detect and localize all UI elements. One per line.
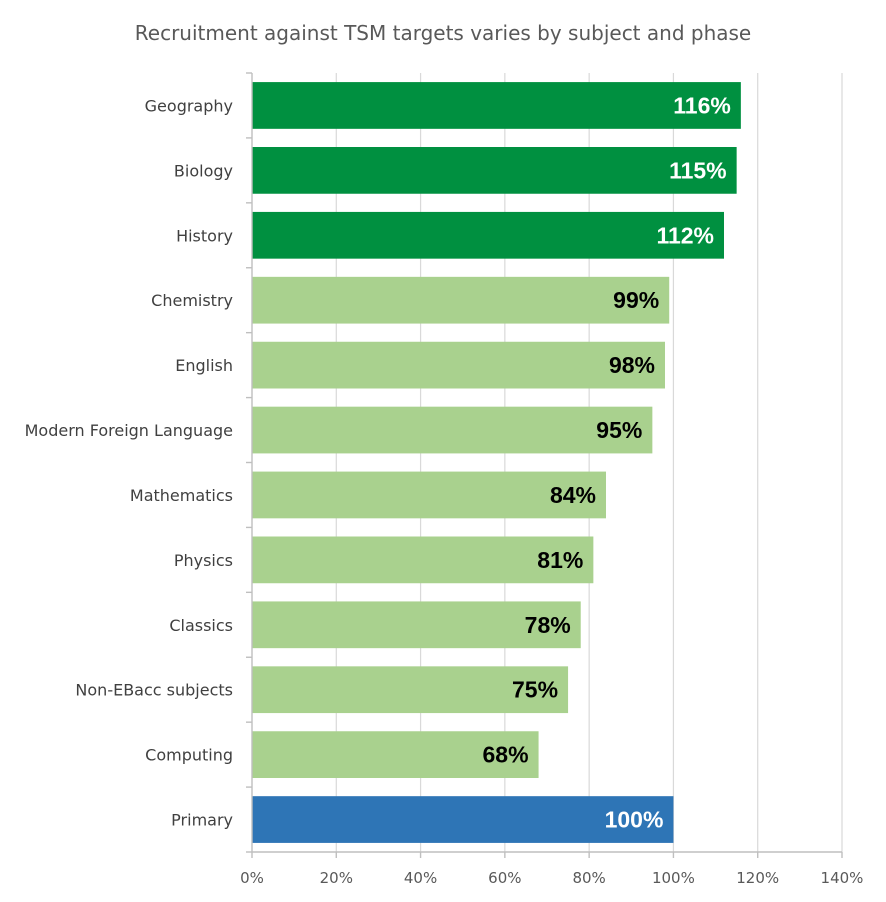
bar [252,276,670,324]
category-label: English [175,356,233,375]
data-label: 81% [537,547,583,573]
category-label: History [176,226,233,245]
x-tick-label: 40% [404,869,437,887]
data-label: 112% [656,222,714,248]
bar [252,211,724,259]
category-label: Chemistry [151,291,233,310]
data-label: 99% [613,287,659,313]
category-label: Biology [174,161,233,180]
category-label: Primary [171,811,233,830]
gridlines [335,73,843,852]
data-label: 116% [673,92,731,118]
bar [252,406,653,454]
data-label: 115% [669,157,727,183]
data-label: 84% [550,482,596,508]
bar [252,341,665,389]
chart-title: Recruitment against TSM targets varies b… [135,21,751,45]
x-tick-label: 120% [736,869,779,887]
category-label: Mathematics [130,486,233,505]
x-tick-label: 100% [652,869,695,887]
category-label: Physics [174,551,233,570]
bar [252,796,674,843]
data-label: 75% [512,677,558,703]
bar [252,601,581,649]
data-label: 68% [483,742,529,768]
category-label: Classics [169,616,233,635]
category-label: Modern Foreign Language [25,421,233,440]
bar [252,666,569,714]
data-label: 98% [609,352,655,378]
category-label: Geography [145,96,233,115]
labels: 0% 20% 40% 60% 80% 100% 120% 140% Geography 116% B… [25,92,864,887]
x-tick-label: 60% [488,869,521,887]
bar [252,471,606,519]
data-label: 95% [596,417,642,443]
bar [252,82,741,129]
bar [252,731,539,778]
x-tick-label: 20% [320,869,353,887]
bars [252,82,741,843]
category-label: Non-EBacc subjects [75,681,233,700]
bar [252,147,737,194]
data-label: 100% [605,807,664,833]
x-tick-label: 80% [572,869,605,887]
x-tick-label: 140% [821,869,864,887]
category-label: Computing [145,746,233,765]
x-tick-label: 0% [240,869,264,887]
data-label: 78% [525,612,571,638]
bar [252,536,594,584]
axes [246,72,843,858]
